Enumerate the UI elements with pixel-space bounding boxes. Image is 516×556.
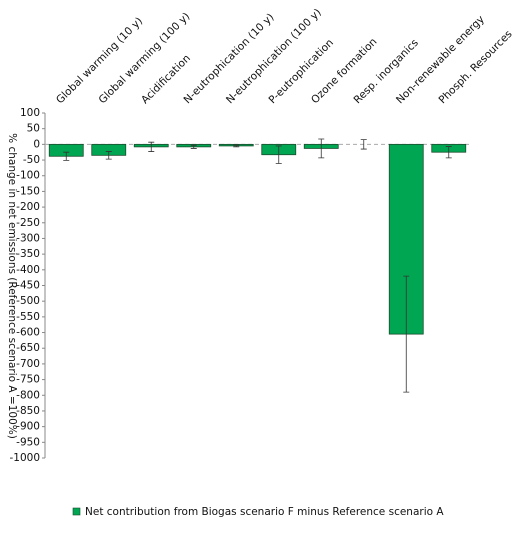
y-tick-label: -1000 bbox=[9, 452, 40, 464]
error-bar bbox=[105, 151, 112, 160]
y-tick-label: -300 bbox=[16, 232, 40, 244]
y-axis-label: % change in net emissions (Reference sce… bbox=[6, 133, 18, 439]
legend-swatch bbox=[72, 507, 81, 516]
y-tick-label: -900 bbox=[16, 421, 40, 433]
y-tick-label: -100 bbox=[16, 170, 40, 182]
y-tick-label: 50 bbox=[27, 123, 40, 135]
error-bar bbox=[403, 275, 410, 393]
y-tick-label: -400 bbox=[16, 264, 40, 276]
y-tick-label: -750 bbox=[16, 374, 40, 386]
y-tick-label: -200 bbox=[16, 201, 40, 213]
y-tick-label: 0 bbox=[33, 138, 40, 150]
error-bar bbox=[233, 144, 240, 148]
error-bar bbox=[318, 138, 325, 159]
y-tick-label: 100 bbox=[20, 107, 40, 119]
y-tick-label: -550 bbox=[16, 311, 40, 323]
error-bar bbox=[148, 141, 155, 152]
y-tick-label: -50 bbox=[23, 154, 40, 166]
legend-label: Net contribution from Biogas scenario F … bbox=[85, 506, 444, 518]
y-tick-label: -250 bbox=[16, 217, 40, 229]
error-bar bbox=[275, 145, 282, 164]
error-bar bbox=[190, 144, 197, 149]
error-bar bbox=[63, 151, 70, 161]
y-tick-label: -500 bbox=[16, 295, 40, 307]
x-tick-label: Non-renewable energy bbox=[394, 13, 487, 106]
y-tick-label: -850 bbox=[16, 405, 40, 417]
y-tick-label: -650 bbox=[16, 342, 40, 354]
x-tick-label: Phosph. Resources bbox=[437, 28, 515, 106]
error-bar bbox=[360, 139, 367, 150]
y-tick-label: -700 bbox=[16, 358, 40, 370]
y-tick-label: -600 bbox=[16, 327, 40, 339]
y-tick-label: -950 bbox=[16, 436, 40, 448]
x-tick-label: Global warming (10 y) bbox=[54, 15, 145, 106]
error-bar bbox=[445, 146, 452, 159]
y-tick-label: -800 bbox=[16, 389, 40, 401]
y-tick-label: -150 bbox=[16, 185, 40, 197]
y-tick-label: -350 bbox=[16, 248, 40, 260]
y-tick-label: -450 bbox=[16, 280, 40, 292]
